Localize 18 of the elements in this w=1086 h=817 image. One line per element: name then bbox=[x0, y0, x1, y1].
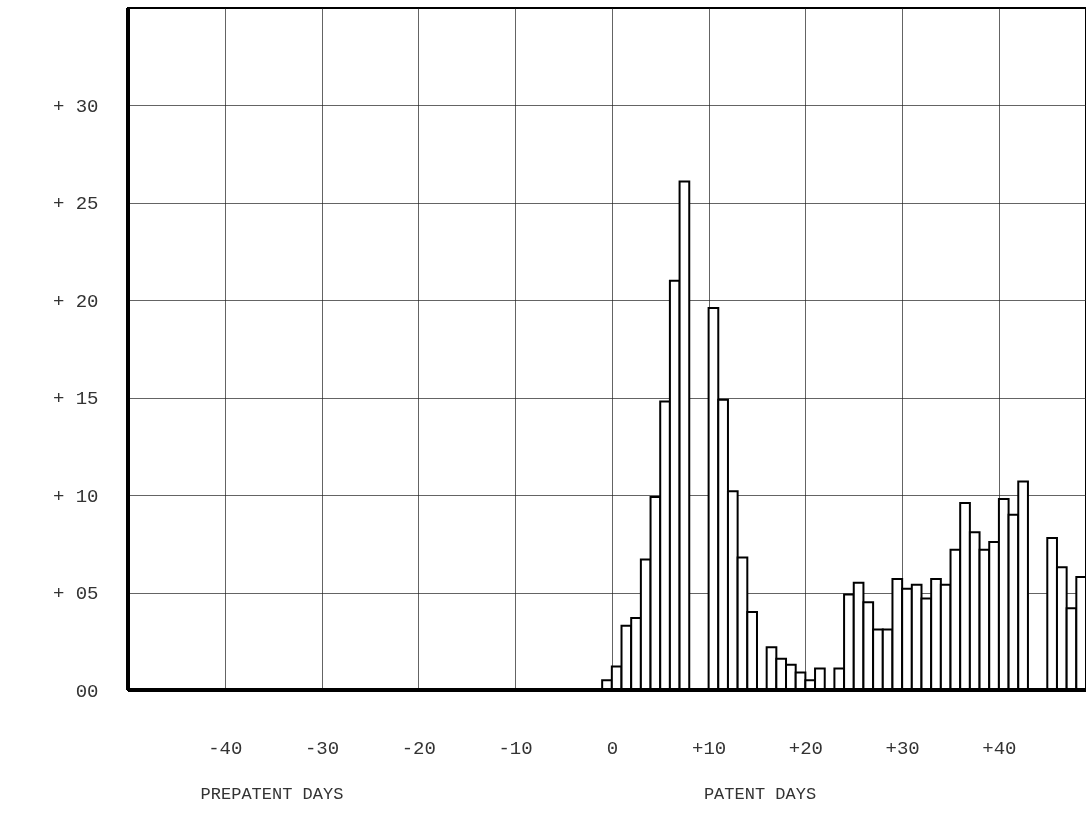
x-tick-label: 0 bbox=[606, 737, 619, 760]
y-tick-label: 00 bbox=[75, 680, 99, 703]
x-tick-label: +30 bbox=[885, 737, 920, 760]
text: PREPATENT DAYS bbox=[200, 785, 344, 804]
y-tick-label: + 25 bbox=[52, 193, 99, 216]
x-tick-label: -30 bbox=[304, 737, 340, 760]
y-tick-label: + 10 bbox=[52, 485, 99, 508]
x-tick-label: -10 bbox=[498, 737, 533, 760]
x-tick-label: -40 bbox=[208, 737, 243, 760]
y-tick-label: + 15 bbox=[52, 388, 99, 411]
text: PATENT DAYS bbox=[703, 785, 817, 804]
y-tick-label: + 30 bbox=[52, 95, 99, 118]
y-tick-label: + 20 bbox=[52, 290, 99, 313]
y-tick-label: + 05 bbox=[52, 583, 99, 606]
x-tick-label: +40 bbox=[982, 737, 1017, 760]
x-tick-label: +20 bbox=[788, 737, 823, 760]
x-tick-label: +10 bbox=[692, 737, 727, 760]
x-tick-label: -20 bbox=[401, 737, 436, 760]
